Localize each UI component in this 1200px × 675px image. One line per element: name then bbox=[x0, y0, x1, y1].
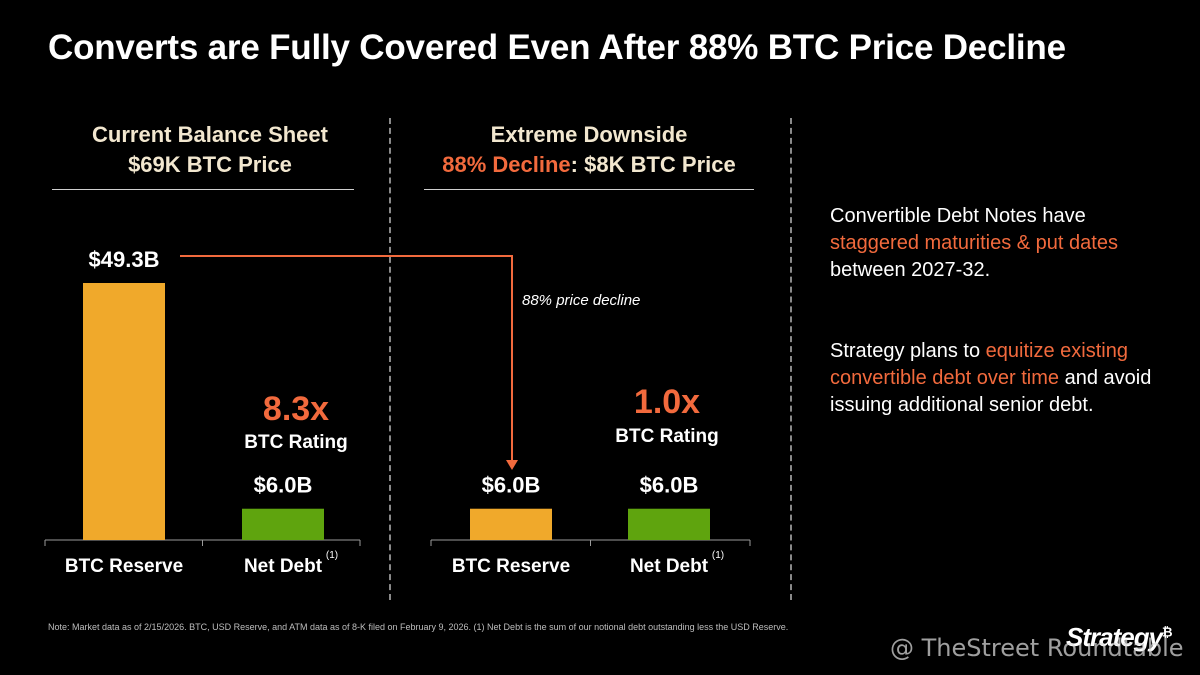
right-panel-header: Extreme Downside 88% Decline: $8K BTC Pr… bbox=[414, 120, 764, 180]
right-panel-price-text: : $8K BTC Price bbox=[570, 152, 736, 177]
watermark: @ TheStreet Roundtable bbox=[890, 634, 1184, 662]
bar-2-btc-reserve bbox=[470, 508, 552, 540]
right-header-rule bbox=[424, 189, 754, 190]
bitcoin-icon: ₿ bbox=[1162, 624, 1173, 640]
btc-rating-value-2: 1.0x bbox=[634, 383, 700, 421]
category-label-2-2: Net Debt bbox=[630, 556, 709, 577]
btc-rating-label-2: BTC Rating bbox=[615, 426, 718, 447]
strategy-logo: Strategy₿ bbox=[1066, 622, 1173, 653]
decline-arrow-head bbox=[506, 460, 518, 470]
btc-rating-value-1: 8.3x bbox=[263, 390, 329, 428]
data-label-1-1: $49.3B bbox=[89, 247, 160, 272]
side-note-2-post: and avoid issuing additional senior debt… bbox=[830, 367, 1152, 416]
bar-2-net-debt bbox=[628, 508, 710, 540]
side-note-1-post: between 2027-32. bbox=[830, 259, 991, 281]
panel-divider-2 bbox=[790, 118, 792, 600]
side-note-1: Convertible Debt Notes have staggered ma… bbox=[830, 203, 1170, 284]
decline-arrow-line bbox=[180, 255, 513, 462]
btc-rating-label-1: BTC Rating bbox=[244, 432, 347, 453]
left-panel-line1: Current Balance Sheet bbox=[92, 122, 328, 147]
left-header-rule bbox=[52, 189, 354, 190]
left-panel-line2: $69K BTC Price bbox=[128, 152, 292, 177]
logo-text: Strategy bbox=[1066, 622, 1163, 652]
bar-1-net-debt bbox=[242, 508, 324, 540]
right-panel-decline-text: 88% Decline bbox=[442, 152, 571, 177]
footnote-mark-1-2: (1) bbox=[326, 550, 338, 561]
bar-1-btc-reserve bbox=[83, 283, 165, 540]
side-note-2-accent: equitize existing convertible debt over … bbox=[830, 340, 1128, 389]
category-label-1-2: Net Debt bbox=[244, 556, 323, 577]
side-note-1-pre: Convertible Debt Notes have bbox=[830, 205, 1086, 227]
slide-title: Converts are Fully Covered Even After 88… bbox=[48, 28, 1066, 67]
category-label-2-1: BTC Reserve bbox=[452, 556, 570, 577]
data-label-1-2: $6.0B bbox=[254, 473, 313, 498]
left-panel-header: Current Balance Sheet $69K BTC Price bbox=[50, 120, 370, 180]
data-label-2-1: $6.0B bbox=[482, 473, 541, 498]
panel-divider-1 bbox=[389, 118, 391, 600]
footnote: Note: Market data as of 2/15/2026. BTC, … bbox=[48, 622, 789, 632]
side-note-2-pre: Strategy plans to bbox=[830, 340, 986, 362]
right-panel-line1: Extreme Downside bbox=[490, 122, 688, 147]
side-note-2: Strategy plans to equitize existing conv… bbox=[830, 338, 1170, 419]
side-note-1-accent: staggered maturities & put dates bbox=[830, 232, 1118, 254]
data-label-2-2: $6.0B bbox=[640, 473, 699, 498]
arrow-label: 88% price decline bbox=[522, 292, 640, 309]
category-label-1-1: BTC Reserve bbox=[65, 556, 183, 577]
footnote-mark-2-2: (1) bbox=[712, 550, 724, 561]
